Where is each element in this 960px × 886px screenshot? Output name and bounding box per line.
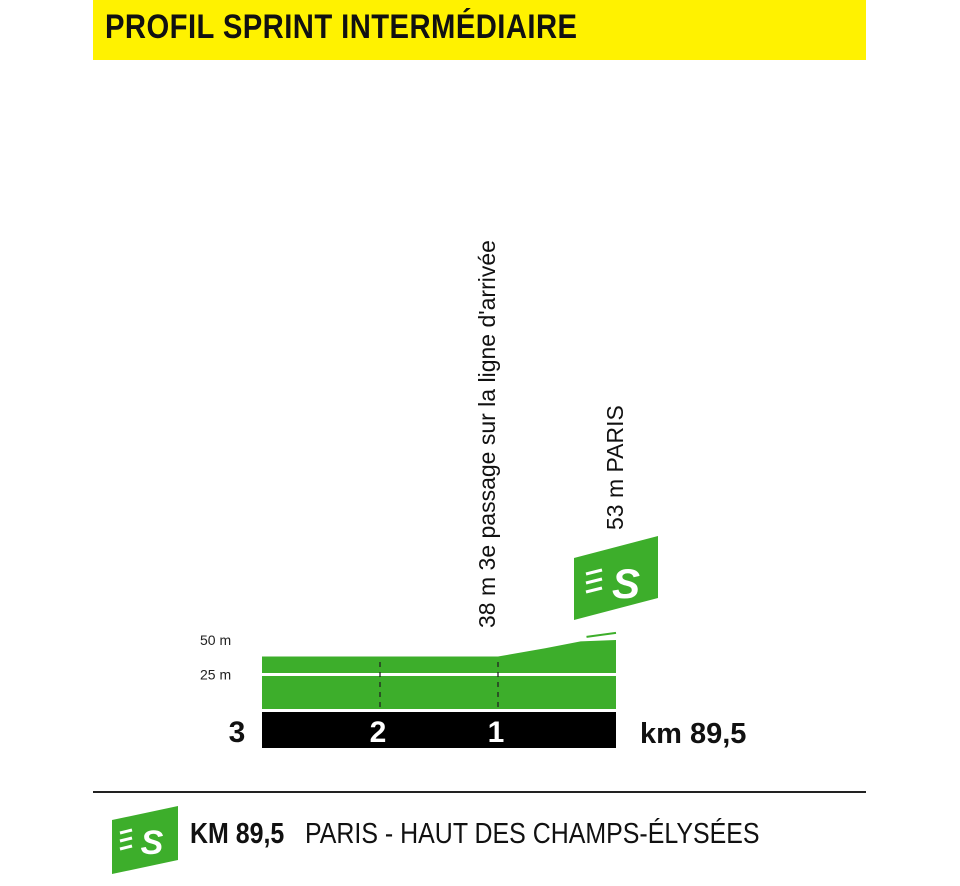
- footer-km: KM 89,5: [190, 818, 285, 850]
- svg-text:S: S: [141, 824, 164, 862]
- y-tick-label: 50 m: [200, 632, 231, 648]
- x-tick-label: 3: [229, 716, 246, 749]
- summit-outline: [586, 631, 617, 638]
- distance-bar: [262, 712, 616, 748]
- annotation-label: 53 m PARIS: [602, 405, 628, 530]
- x-tick-label: 1: [488, 716, 505, 749]
- x-tick-label: 2: [370, 716, 387, 749]
- title-band: PROFIL SPRINT INTERMÉDIAIRE: [93, 0, 866, 60]
- sprint-icon: S: [112, 806, 178, 874]
- x-end-label: km 89,5: [640, 718, 746, 750]
- sprint-icon: S: [574, 536, 658, 620]
- y-tick-label: 25 m: [200, 667, 231, 683]
- annotation-label: 38 m 3e passage sur la ligne d'arrivée: [474, 240, 500, 628]
- footer-location: PARIS - HAUT DES CHAMPS-ÉLYSÉES: [305, 818, 760, 850]
- profile-chart: 50 m 25 m 3 2 1 km 89,5 38 m 3e passage sur la…: [200, 240, 746, 750]
- footer-divider: [93, 791, 866, 793]
- page-title: PROFIL SPRINT INTERMÉDIAIRE: [105, 8, 578, 46]
- svg-text:S: S: [612, 560, 640, 607]
